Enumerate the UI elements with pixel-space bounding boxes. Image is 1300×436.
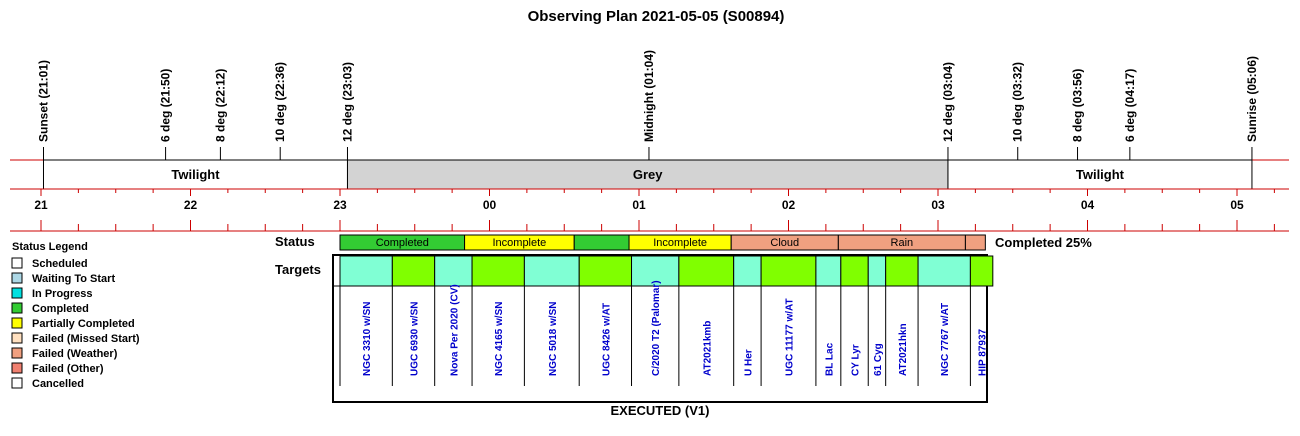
sky-band bbox=[346, 159, 949, 190]
sky-band-label: Grey bbox=[633, 167, 663, 182]
event-label: 10 deg (22:36) bbox=[273, 62, 287, 142]
status-legend: Status Legend Scheduled Waiting To Start I… bbox=[11, 241, 140, 390]
target-name: C/2020 T2 (Palomar) bbox=[651, 280, 662, 376]
target-cell bbox=[815, 255, 842, 287]
target-cell bbox=[840, 255, 869, 287]
target-cell bbox=[339, 255, 393, 287]
status-segment-label: Rain bbox=[891, 237, 914, 249]
legend-swatch bbox=[11, 302, 23, 314]
hour-label: 21 bbox=[34, 198, 48, 212]
target-cell bbox=[578, 255, 633, 287]
legend-item-label: Completed bbox=[32, 303, 89, 315]
hour-label: 04 bbox=[1081, 198, 1095, 212]
legend-item-label: Scheduled bbox=[32, 258, 88, 270]
target-name: UGC 6930 w/SN bbox=[410, 302, 421, 376]
target-cell bbox=[885, 255, 919, 287]
event-label: 12 deg (23:03) bbox=[340, 62, 354, 142]
target-name: U Her bbox=[743, 349, 754, 376]
event-label: 12 deg (03:04) bbox=[941, 62, 955, 142]
sky-bands: Twilight Grey Twilight bbox=[10, 159, 1289, 190]
legend-swatch bbox=[11, 347, 23, 359]
event-label: Sunrise (05:06) bbox=[1245, 56, 1259, 142]
legend-item-label: Cancelled bbox=[32, 378, 84, 390]
target-cell bbox=[733, 255, 762, 287]
status-summary: Completed 25% bbox=[995, 235, 1092, 250]
event-label: Sunset (21:01) bbox=[36, 60, 50, 142]
target-cell bbox=[760, 255, 817, 287]
legend-item-label: In Progress bbox=[32, 288, 93, 300]
legend-title: Status Legend bbox=[12, 241, 88, 253]
legend-swatch bbox=[11, 257, 23, 269]
target-name: NGC 5018 w/SN bbox=[548, 302, 559, 376]
status-row: Status Completed 25% Completed Incomplete… bbox=[275, 234, 1092, 251]
event-label: 8 deg (22:12) bbox=[213, 69, 227, 142]
plan-title: Observing Plan 2021-05-05 (S00894) bbox=[528, 8, 785, 25]
sky-band-label: Twilight bbox=[171, 167, 220, 182]
target-name: 61 Cyg bbox=[873, 343, 884, 376]
event-label: 6 deg (04:17) bbox=[1123, 69, 1137, 142]
legend-swatch bbox=[11, 332, 23, 344]
target-name: AT2021kmb bbox=[702, 321, 713, 376]
targets-row-label: Targets bbox=[275, 262, 321, 277]
event-markers: Sunset (21:01) 6 deg (21:50) 8 deg (22:12)… bbox=[36, 50, 1259, 160]
legend-item-label: Failed (Missed Start) bbox=[32, 333, 140, 345]
executed-footer: EXECUTED (V1) bbox=[611, 403, 710, 418]
target-name: HIP 87937 bbox=[978, 328, 989, 376]
legend-swatch bbox=[11, 362, 23, 374]
target-name: CY Lyr bbox=[851, 344, 862, 376]
target-cell bbox=[471, 255, 525, 287]
status-segment-label: Incomplete bbox=[653, 237, 707, 249]
status-row-label: Status bbox=[275, 234, 315, 249]
status-segment-label: Completed bbox=[376, 237, 429, 249]
target-cell bbox=[867, 255, 887, 287]
target-cell bbox=[678, 255, 735, 287]
event-label: 8 deg (03:56) bbox=[1071, 69, 1085, 142]
event-label: 6 deg (21:50) bbox=[159, 69, 173, 142]
target-name: AT2021hkn bbox=[898, 323, 909, 376]
target-name: BL Lac bbox=[824, 342, 835, 376]
targets-frame bbox=[332, 254, 988, 403]
target-cell bbox=[434, 255, 473, 287]
sky-band bbox=[947, 159, 1253, 190]
hour-label: 02 bbox=[782, 198, 796, 212]
hour-label: 01 bbox=[632, 198, 646, 212]
hour-label: 00 bbox=[483, 198, 497, 212]
status-segment bbox=[964, 234, 986, 251]
target-name: NGC 7767 w/AT bbox=[940, 303, 951, 376]
hour-label: 05 bbox=[1230, 198, 1244, 212]
target-cell bbox=[523, 255, 580, 287]
legend-item-label: Partially Completed bbox=[32, 318, 135, 330]
event-label: Midnight (01:04) bbox=[642, 50, 656, 142]
target-name: UGC 8426 w/AT bbox=[601, 303, 612, 376]
targets-row: Targets NGC 3310 w/SN UGC 6930 w/SN Nova P… bbox=[275, 254, 994, 403]
hour-label: 23 bbox=[333, 198, 347, 212]
legend-item-label: Failed (Weather) bbox=[32, 348, 118, 360]
legend-swatch bbox=[11, 272, 23, 284]
target-name: Nova Per 2020 (CV) bbox=[449, 284, 460, 376]
target-cell bbox=[969, 255, 994, 287]
target-cell bbox=[631, 255, 680, 287]
status-segment-label: Cloud bbox=[770, 237, 799, 249]
target-name: NGC 4165 w/SN bbox=[494, 302, 505, 376]
legend-swatch bbox=[11, 287, 23, 299]
event-label: 10 deg (03:32) bbox=[1011, 62, 1025, 142]
target-cell bbox=[917, 255, 971, 287]
hour-label: 03 bbox=[931, 198, 945, 212]
target-name: NGC 3310 w/SN bbox=[362, 302, 373, 376]
hour-label: 22 bbox=[184, 198, 198, 212]
target-name: UGC 11177 w/AT bbox=[785, 298, 796, 376]
legend-item-label: Waiting To Start bbox=[32, 273, 115, 285]
legend-item-label: Failed (Other) bbox=[32, 363, 104, 375]
legend-swatch bbox=[11, 317, 23, 329]
target-cell bbox=[391, 255, 436, 287]
status-segment-label: Incomplete bbox=[492, 237, 546, 249]
hour-axis: 21 22 23 00 01 02 03 04 05 bbox=[10, 189, 1289, 232]
sky-band bbox=[42, 159, 348, 190]
sky-band-label: Twilight bbox=[1076, 167, 1125, 182]
legend-swatch bbox=[11, 377, 23, 389]
